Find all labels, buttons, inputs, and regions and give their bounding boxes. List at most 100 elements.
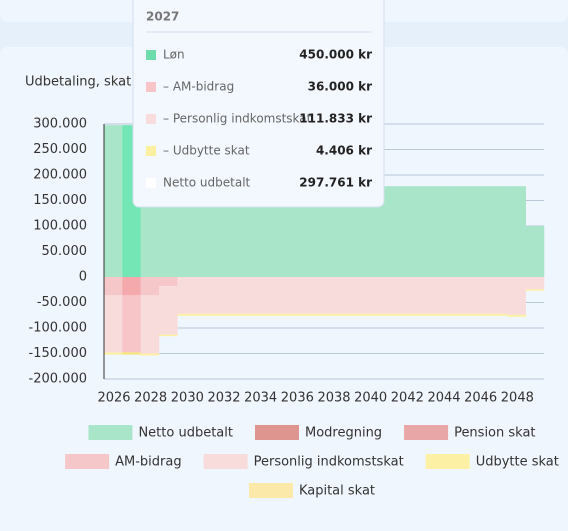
y-tick-label: 0 xyxy=(79,270,87,285)
bar-segment xyxy=(470,313,490,316)
x-tick-label: 2036 xyxy=(281,391,314,406)
tooltip-swatch xyxy=(146,178,156,188)
y-tick-label: -100.000 xyxy=(29,321,87,336)
bar-segment xyxy=(489,277,508,314)
y-tick-label: 300.000 xyxy=(33,117,87,132)
tooltip-label: Løn xyxy=(163,48,185,62)
tooltip: 2027 Løn 450.000 kr – AM-bidrag 36.000 kr – … xyxy=(132,0,385,208)
bar-segment xyxy=(525,289,545,291)
y-tick-label: 250.000 xyxy=(33,142,87,157)
legend-label: Personlig indkomstskat xyxy=(254,455,404,470)
tooltip-swatch xyxy=(146,50,156,60)
bar-segment xyxy=(305,313,325,316)
bar-segment xyxy=(122,295,141,353)
bar-segment xyxy=(250,277,270,314)
bar-segment xyxy=(122,277,141,296)
bar-segment xyxy=(507,314,526,317)
bar-segment xyxy=(434,277,453,314)
bar-segment xyxy=(525,226,545,277)
tooltip-swatch xyxy=(146,114,156,124)
bar-segment xyxy=(140,186,160,277)
bar-segment xyxy=(379,277,398,314)
legend-swatch[interactable] xyxy=(254,425,299,440)
bar-segment xyxy=(177,313,196,316)
x-tick-label: 2040 xyxy=(354,391,387,406)
bar-segment xyxy=(397,186,416,277)
tooltip-title: 2027 xyxy=(146,10,179,24)
legend-swatch[interactable] xyxy=(203,454,248,469)
bar-segment xyxy=(397,313,416,316)
bar-segment xyxy=(269,186,288,277)
bar-segment xyxy=(397,277,416,314)
tooltip-value: 450.000 kr xyxy=(299,48,372,62)
tooltip-label: – Udbytte skat xyxy=(163,144,250,158)
bar-segment xyxy=(324,277,343,314)
bar-segment xyxy=(159,334,178,337)
bar-segment xyxy=(305,186,325,277)
plot: 300.000 250.000 200.000 150.000 100.000 50.00… xyxy=(29,117,545,406)
bar-segment xyxy=(159,286,178,335)
bar-segment xyxy=(195,186,215,277)
bar-segment xyxy=(525,277,545,290)
x-tick-label: 2032 xyxy=(207,391,240,406)
bar-segment xyxy=(342,277,361,314)
tooltip-value: 4.406 kr xyxy=(316,144,372,158)
legend-label: AM-bidrag xyxy=(115,455,181,470)
y-tick-label: -200.000 xyxy=(29,372,87,387)
x-tick-label: 2048 xyxy=(501,391,534,406)
bar-segment xyxy=(269,313,288,316)
tooltip-swatch xyxy=(146,146,156,156)
legend-swatch[interactable] xyxy=(248,483,293,498)
bar-segment xyxy=(452,277,471,314)
x-tick-label: 2044 xyxy=(427,391,460,406)
chart-title: Udbetaling, skat o xyxy=(25,75,143,90)
bar-segment xyxy=(470,186,490,277)
legend-label: Netto udbetalt xyxy=(138,426,233,441)
bar-segment xyxy=(214,277,233,314)
bar-segment xyxy=(434,313,453,316)
y-tick-label: -50.000 xyxy=(37,295,87,310)
bar-segment xyxy=(250,186,270,277)
bar-segment xyxy=(507,186,526,277)
bar-segment xyxy=(379,313,398,316)
bar-segment xyxy=(159,186,178,277)
y-tick-label: 150.000 xyxy=(33,193,87,208)
legend-swatch[interactable] xyxy=(88,425,133,440)
bar-segment xyxy=(342,186,361,277)
bar-segment xyxy=(140,277,160,296)
bar-segment xyxy=(250,313,270,316)
y-tick-label: 50.000 xyxy=(42,244,88,259)
bar-segment xyxy=(104,295,123,353)
legend-swatch[interactable] xyxy=(425,454,470,469)
y-tick-label: 200.000 xyxy=(33,168,87,183)
bar-segment xyxy=(122,352,141,355)
bar-segment xyxy=(360,313,380,316)
bar-segment xyxy=(140,353,160,356)
bar-segment xyxy=(415,277,435,314)
bar-segment xyxy=(232,313,251,316)
legend: Netto udbetalt Modregning Pension skat AM-b… xyxy=(65,425,559,499)
bar-segment xyxy=(195,313,215,316)
legend-label: Modregning xyxy=(305,426,382,441)
bar-segment xyxy=(452,313,471,316)
bar-segment xyxy=(360,186,380,277)
y-tick-label: -150.000 xyxy=(29,346,87,361)
legend-swatch[interactable] xyxy=(65,454,110,469)
tooltip-box xyxy=(132,0,385,208)
bar-segment xyxy=(269,277,288,314)
bar-segment xyxy=(415,313,435,316)
x-tick-label: 2042 xyxy=(391,391,424,406)
bar-segment xyxy=(159,277,178,287)
bar-segment xyxy=(470,277,490,314)
x-tick-label: 2038 xyxy=(317,391,350,406)
legend-swatch[interactable] xyxy=(404,425,449,440)
bar-segment xyxy=(287,186,306,277)
tooltip-label: – Personlig indkomstskat xyxy=(163,112,312,126)
bar-segment xyxy=(177,186,196,277)
bar-segment xyxy=(415,186,435,277)
legend-label: Kapital skat xyxy=(299,484,375,499)
bar-segment xyxy=(287,313,306,316)
x-tick-label: 2026 xyxy=(97,391,130,406)
